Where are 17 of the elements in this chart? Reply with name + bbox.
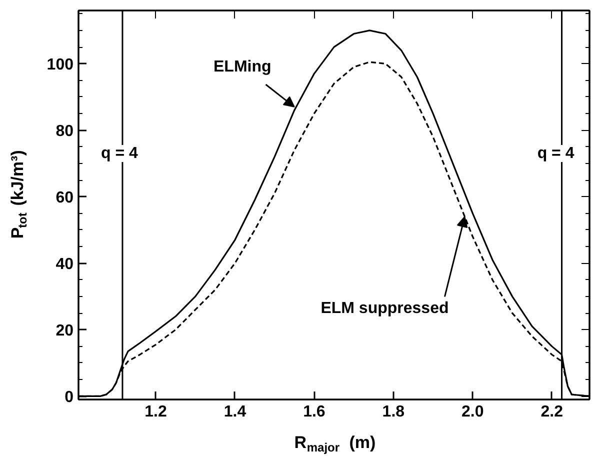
annotation: ELMing [214,58,272,76]
x-tick-label: 1.2 [144,404,167,420]
y-axis-title: Ptot (kJ/m³) [8,150,30,239]
x-tick-label: 1.4 [224,404,246,420]
x-tick-label: 1.6 [303,404,326,420]
y-tick-label: 60 [56,190,74,207]
y-tick-label: 0 [64,389,74,406]
y-tick-label: 80 [56,123,74,140]
y-tick-label: 40 [56,256,74,274]
y-tick-label: 20 [56,322,74,340]
x-tick-label: 2.0 [462,404,484,420]
annotation: q = 4 [537,144,574,162]
y-tick-label: 100 [46,56,74,74]
x-tick-label: 2.2 [540,404,564,420]
annotation: ELM suppressed [320,300,449,318]
x-tick-label: 1.8 [382,404,405,420]
annotation: q = 4 [101,144,138,162]
